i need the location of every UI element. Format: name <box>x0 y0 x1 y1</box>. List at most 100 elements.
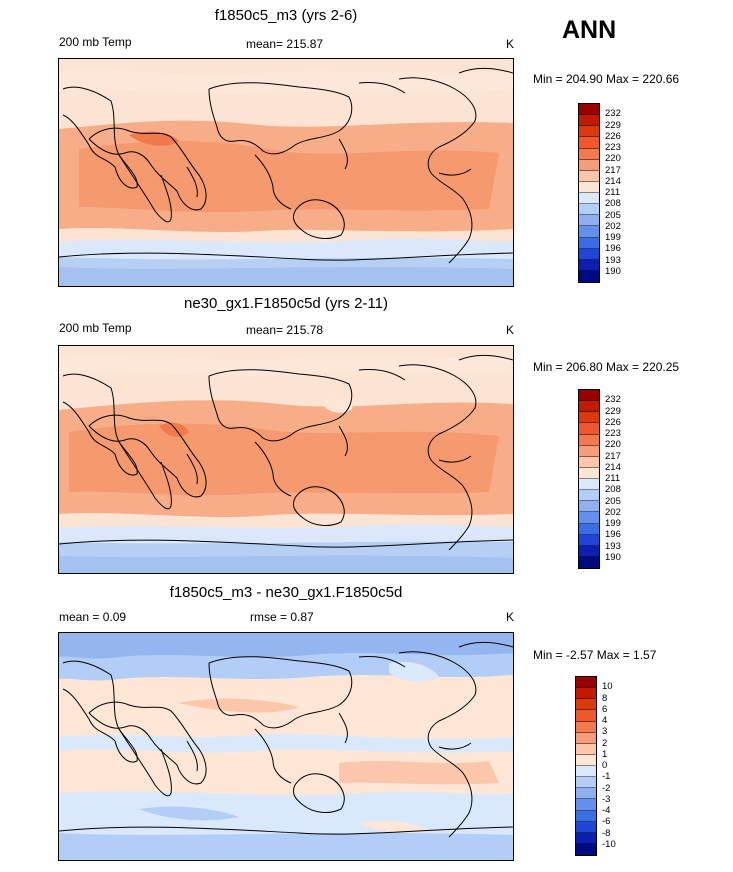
panel-2-colorbar <box>578 389 600 569</box>
colorbar-swatch <box>576 743 596 755</box>
panel-2-map <box>58 345 514 574</box>
colorbar-tick-label: 217 <box>605 450 621 462</box>
colorbar-tick-label: 193 <box>605 254 621 266</box>
colorbar-swatch <box>579 512 599 524</box>
colorbar-tick-label: -10 <box>602 838 616 850</box>
colorbar-tick-label: 199 <box>605 232 621 243</box>
colorbar-tick-label: 4 <box>602 715 608 726</box>
colorbar-tick-label: 2 <box>602 737 608 749</box>
colorbar-swatch <box>579 193 599 205</box>
colorbar-swatch <box>579 204 599 216</box>
colorbar-tick-label: 217 <box>605 164 621 176</box>
colorbar-tick-label: 211 <box>605 187 621 198</box>
colorbar-swatch <box>579 148 599 160</box>
colorbar-tick-label: 3 <box>602 726 608 738</box>
colorbar-tick-label: 196 <box>605 529 621 541</box>
colorbar-swatch <box>579 490 599 502</box>
colorbar-tick-label: 208 <box>605 484 621 496</box>
colorbar-swatch <box>579 259 599 271</box>
colorbar-swatch <box>579 467 599 479</box>
colorbar-swatch <box>579 170 599 182</box>
colorbar-tick-label: 229 <box>605 405 621 417</box>
colorbar-tick-label: 202 <box>605 220 621 232</box>
colorbar-swatch <box>579 445 599 457</box>
colorbar-swatch <box>579 248 599 260</box>
colorbar-tick-label: 0 <box>602 760 608 771</box>
colorbar-tick-label: 220 <box>605 153 621 165</box>
colorbar-tick-label: 232 <box>605 108 621 120</box>
colorbar-tick-label: 214 <box>605 175 621 187</box>
colorbar-tick-label: 226 <box>605 130 621 142</box>
panel-1-colorbar <box>578 103 600 283</box>
panel-1-title: f1850c5_m3 (yrs 2-6) <box>214 7 358 24</box>
colorbar-swatch <box>576 799 596 811</box>
colorbar-swatch <box>579 434 599 446</box>
colorbar-swatch <box>579 159 599 171</box>
colorbar-tick-label: -3 <box>602 793 611 805</box>
colorbar-tick-label: 8 <box>602 692 608 704</box>
colorbar-swatch <box>579 137 599 149</box>
colorbar-swatch <box>576 821 596 833</box>
panel-3-map <box>58 632 514 861</box>
panel-3-colorbar <box>575 676 597 856</box>
colorbar-tick-label: -6 <box>602 816 611 828</box>
panel-3-left-label: mean = 0.09 <box>59 610 127 624</box>
colorbar-tick-label: 6 <box>602 703 608 715</box>
colorbar-swatch <box>579 126 599 138</box>
colorbar-swatch <box>579 456 599 468</box>
panel-2-map-svg <box>59 346 513 573</box>
colorbar-swatch <box>579 556 599 568</box>
colorbar-tick-label: 232 <box>605 394 621 406</box>
colorbar-swatch <box>576 721 596 733</box>
colorbar-swatch <box>579 226 599 238</box>
colorbar-tick-label: 214 <box>605 461 621 473</box>
panel-2-title: ne30_gx1.F1850c5d (yrs 2-11) <box>183 295 388 312</box>
panel-3-units: K <box>506 610 515 624</box>
colorbar-tick-label: 196 <box>605 243 621 255</box>
colorbar-tick-label: 10 <box>602 681 613 693</box>
colorbar-tick-label: 208 <box>605 198 621 210</box>
colorbar-swatch <box>576 677 596 689</box>
panel-1-left-label: 200 mb Temp <box>59 35 132 49</box>
colorbar-swatch <box>579 115 599 127</box>
colorbar-tick-label: 223 <box>605 142 621 153</box>
panel-3-map-svg <box>59 633 513 860</box>
colorbar-swatch <box>579 501 599 513</box>
season-label: ANN <box>562 16 617 44</box>
colorbar-tick-label: -2 <box>602 782 611 794</box>
colorbar-swatch <box>576 810 596 822</box>
colorbar-tick-label: 199 <box>605 518 621 529</box>
colorbar-tick-label: 226 <box>605 416 621 428</box>
panel-1-minmax: Min = 204.90 Max = 220.66 <box>533 72 680 86</box>
colorbar-swatch <box>579 390 599 402</box>
panel-3-center-label: rmse = 0.87 <box>250 610 314 624</box>
colorbar-swatch <box>576 710 596 722</box>
colorbar-tick-label: -8 <box>602 827 611 839</box>
colorbar-swatch <box>576 688 596 700</box>
colorbar-swatch <box>576 766 596 778</box>
colorbar-tick-label: 193 <box>605 540 621 552</box>
colorbar-swatch <box>579 181 599 193</box>
colorbar-tick-label: 205 <box>605 495 621 507</box>
colorbar-tick-label: 190 <box>605 551 621 563</box>
panel-2-center-label: mean= 215.78 <box>246 323 324 337</box>
colorbar-swatch <box>579 104 599 116</box>
colorbar-swatch <box>576 732 596 744</box>
colorbar-tick-label: 190 <box>605 265 621 277</box>
colorbar-tick-label: 202 <box>605 506 621 518</box>
colorbar-swatch <box>576 754 596 766</box>
colorbar-tick-label: 205 <box>605 209 621 221</box>
colorbar-swatch <box>576 699 596 711</box>
colorbar-tick-label: 220 <box>605 439 621 451</box>
colorbar-swatch <box>579 270 599 282</box>
colorbar-swatch <box>579 215 599 227</box>
panel-3-title: f1850c5_m3 - ne30_gx1.F1850c5d <box>169 584 403 601</box>
panel-2-left-label: 200 mb Temp <box>59 321 132 335</box>
colorbar-swatch <box>576 832 596 844</box>
panel-1-map-svg <box>59 59 513 286</box>
colorbar-swatch <box>579 479 599 491</box>
colorbar-swatch <box>579 534 599 546</box>
colorbar-swatch <box>579 412 599 424</box>
colorbar-tick-label: 1 <box>602 748 608 760</box>
panel-2-units: K <box>506 323 515 337</box>
